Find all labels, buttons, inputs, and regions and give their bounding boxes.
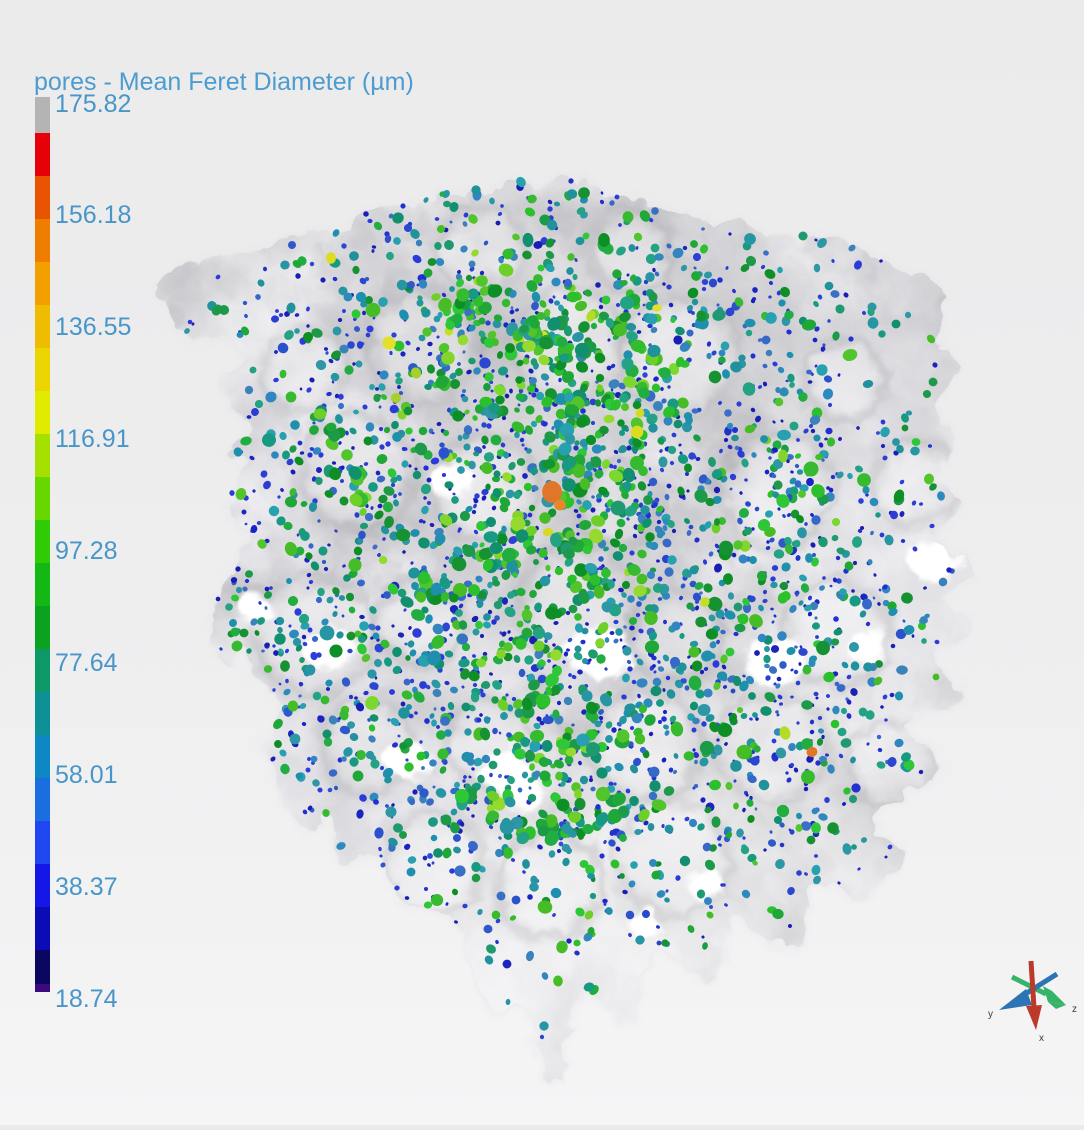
svg-text:x: x — [1039, 1033, 1044, 1044]
svg-text:y: y — [988, 1009, 993, 1020]
svg-text:z: z — [1072, 1004, 1077, 1015]
